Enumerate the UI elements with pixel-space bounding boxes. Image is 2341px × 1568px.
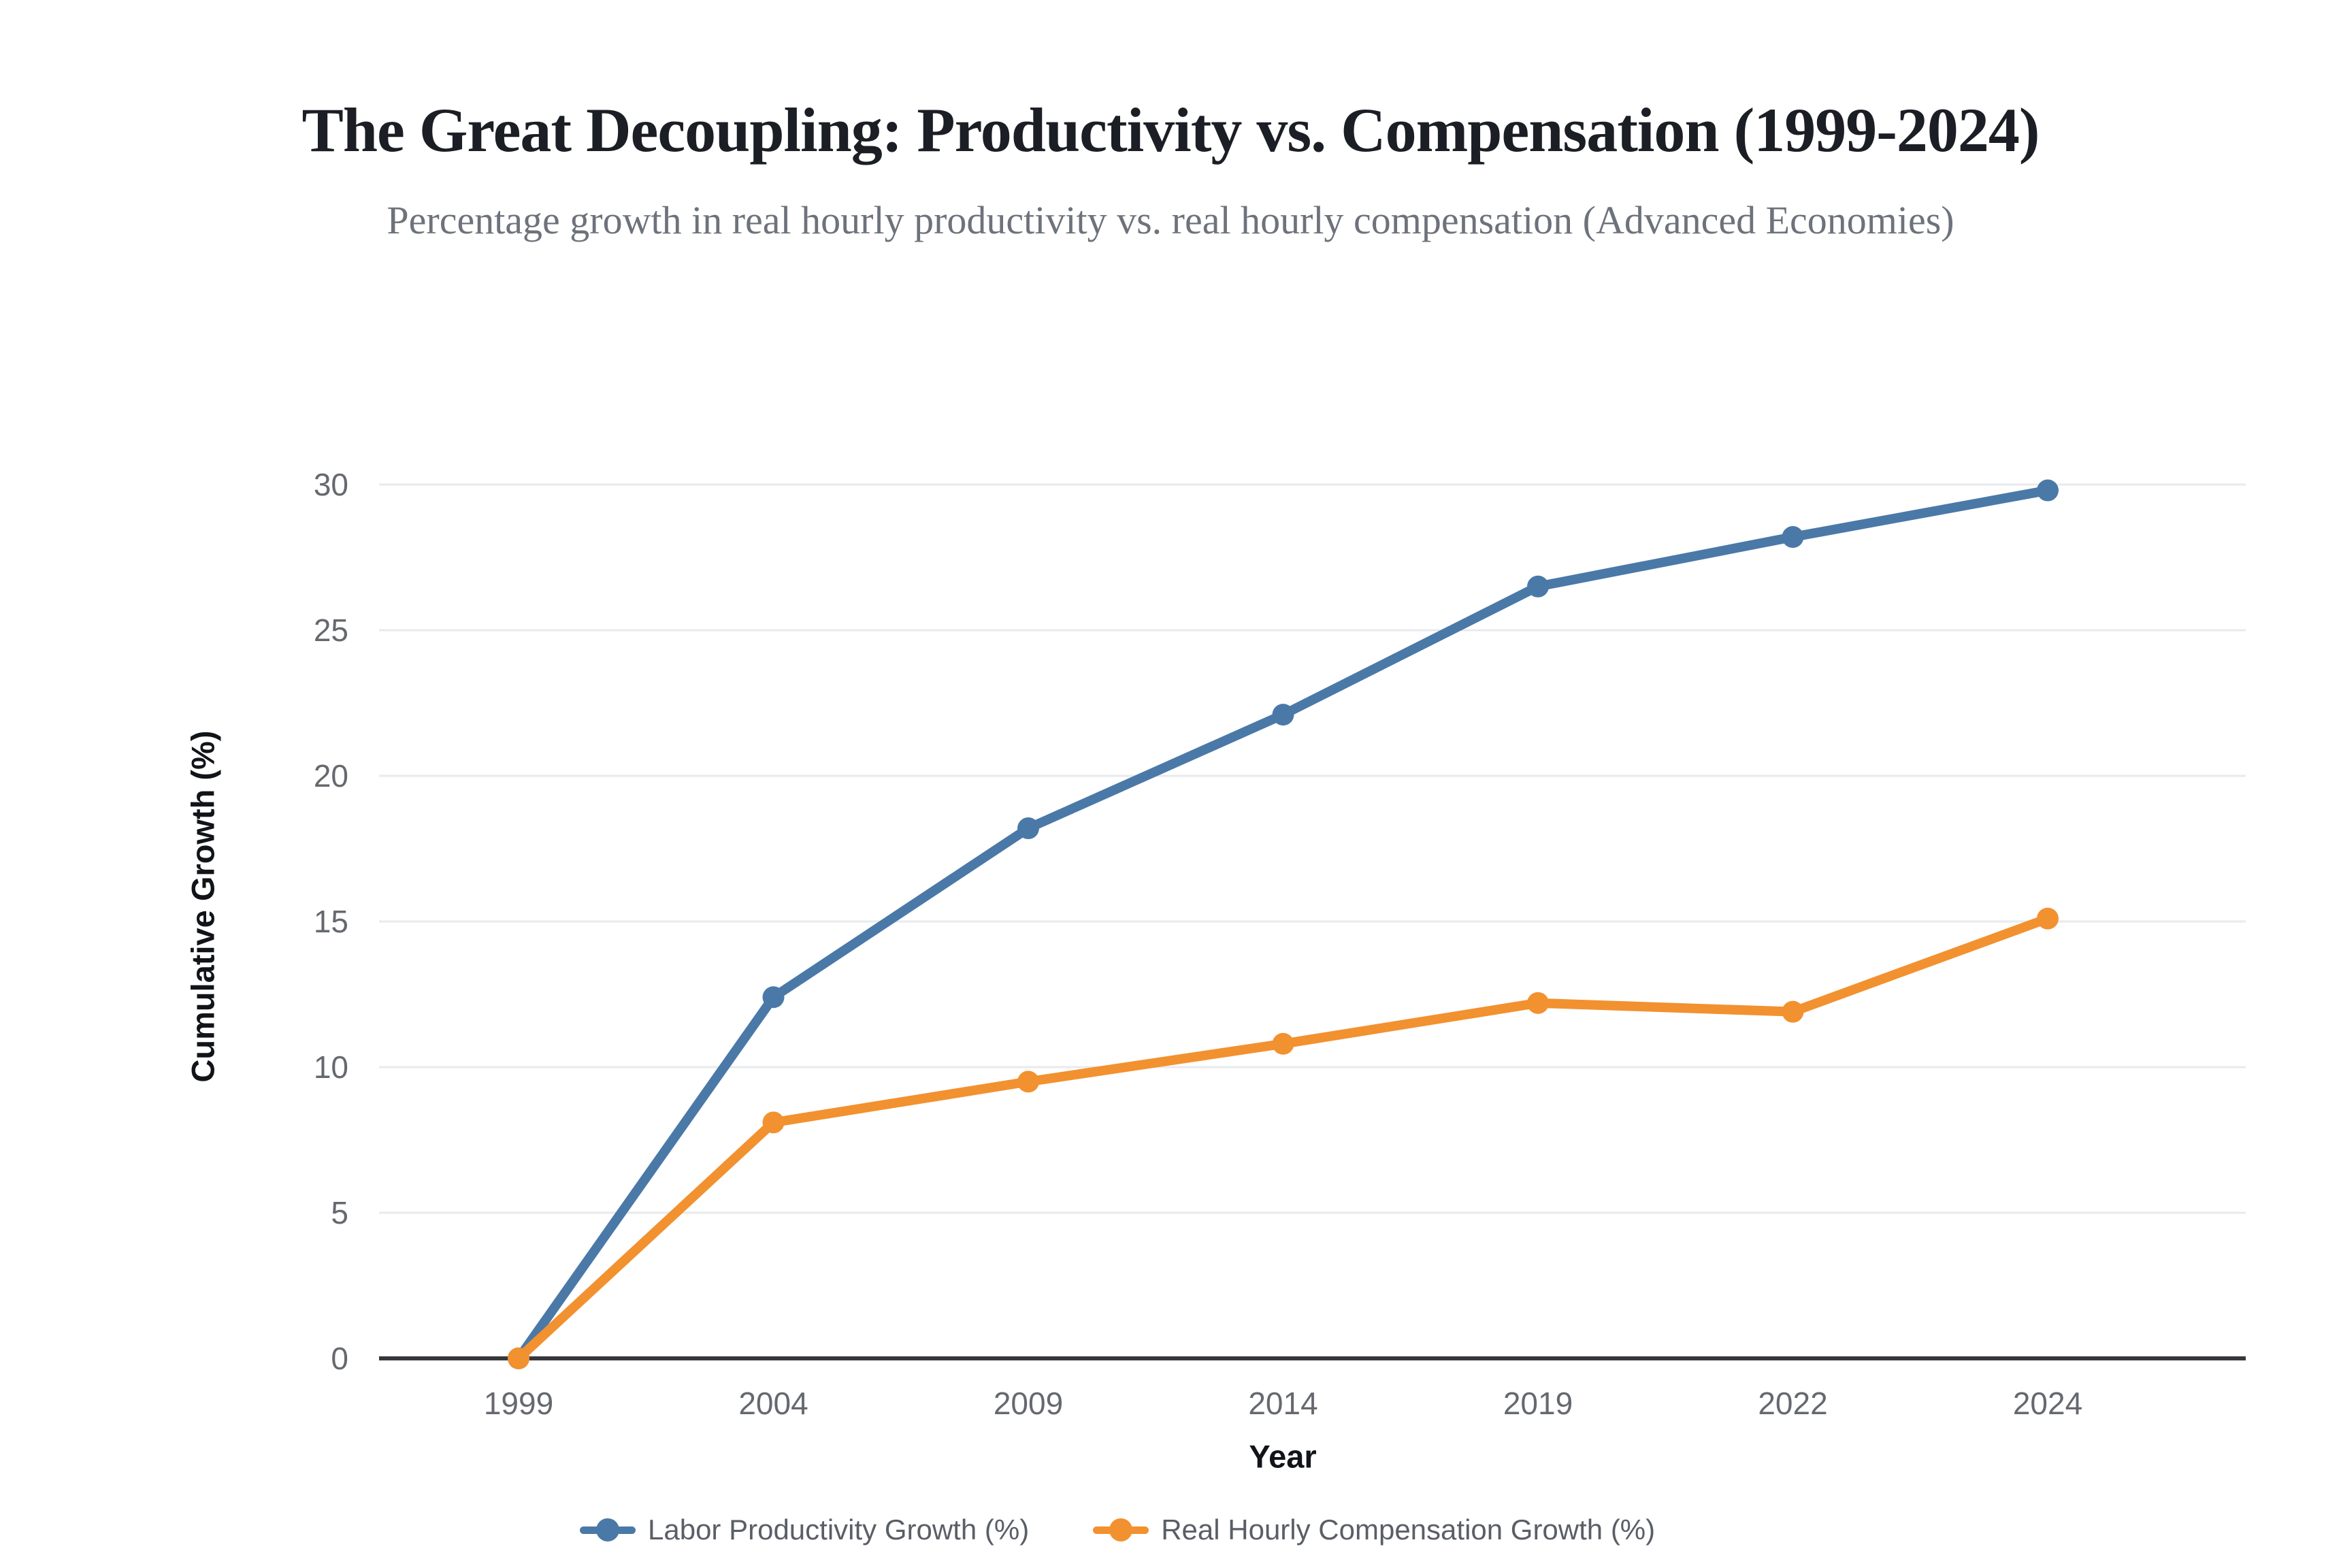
legend-item-productivity[interactable]: Labor Productivity Growth (%) xyxy=(580,1514,1029,1546)
data-point-series0-2024[interactable] xyxy=(2037,479,2059,502)
x-tick-label: 2024 xyxy=(2013,1386,2082,1421)
chart-title: The Great Decoupling: Productivity vs. C… xyxy=(301,95,2040,165)
x-tick-label: 2014 xyxy=(1248,1386,1317,1421)
y-axis-title: Cumulative Growth (%) xyxy=(184,730,221,1083)
data-point-series1-2022[interactable] xyxy=(1782,1000,1804,1023)
series-line-0 xyxy=(514,485,2052,1363)
chart-subtitle: Percentage growth in real hourly product… xyxy=(387,198,1954,242)
y-tick-label: 30 xyxy=(314,467,348,502)
x-tick-label: 2009 xyxy=(994,1386,1063,1421)
x-tick-label: 2019 xyxy=(1503,1386,1573,1421)
legend-label-compensation: Real Hourly Compensation Growth (%) xyxy=(1161,1514,1656,1546)
x-axis-title: Year xyxy=(1249,1438,1317,1475)
data-point-series1-2019[interactable] xyxy=(1527,992,1549,1014)
legend-label-productivity: Labor Productivity Growth (%) xyxy=(648,1514,1030,1546)
x-tick-label: 1999 xyxy=(484,1386,553,1421)
x-tick-label: 2022 xyxy=(1758,1386,1827,1421)
data-point-series1-2014[interactable] xyxy=(1272,1032,1294,1055)
data-point-series0-2009[interactable] xyxy=(1017,817,1039,840)
x-tick-label: 2004 xyxy=(738,1386,808,1421)
data-point-series0-2014[interactable] xyxy=(1272,704,1294,726)
data-point-series1-2004[interactable] xyxy=(762,1111,785,1134)
data-point-series1-2009[interactable] xyxy=(1017,1071,1039,1093)
y-tick-label: 20 xyxy=(314,758,348,794)
y-tick-label: 0 xyxy=(331,1341,348,1376)
data-point-series1-2024[interactable] xyxy=(2037,907,2059,930)
y-tick-label: 10 xyxy=(314,1049,348,1085)
y-tick-label: 25 xyxy=(314,612,348,648)
series-line-1 xyxy=(514,913,2052,1363)
y-tick-label: 15 xyxy=(314,904,348,939)
legend: Labor Productivity Growth (%) Real Hourl… xyxy=(580,1514,1655,1546)
data-point-series0-2019[interactable] xyxy=(1527,575,1549,598)
legend-marker-compensation-icon xyxy=(1093,1518,1149,1541)
data-point-series0-2022[interactable] xyxy=(1782,526,1804,549)
data-point-series1-1999[interactable] xyxy=(508,1348,529,1369)
y-tick-label: 5 xyxy=(331,1195,348,1230)
legend-dot-icon xyxy=(596,1518,619,1541)
legend-item-compensation[interactable]: Real Hourly Compensation Growth (%) xyxy=(1093,1514,1655,1546)
legend-dot-icon xyxy=(1109,1518,1133,1541)
data-point-series0-2004[interactable] xyxy=(762,986,785,1009)
legend-marker-productivity-icon xyxy=(580,1518,636,1541)
